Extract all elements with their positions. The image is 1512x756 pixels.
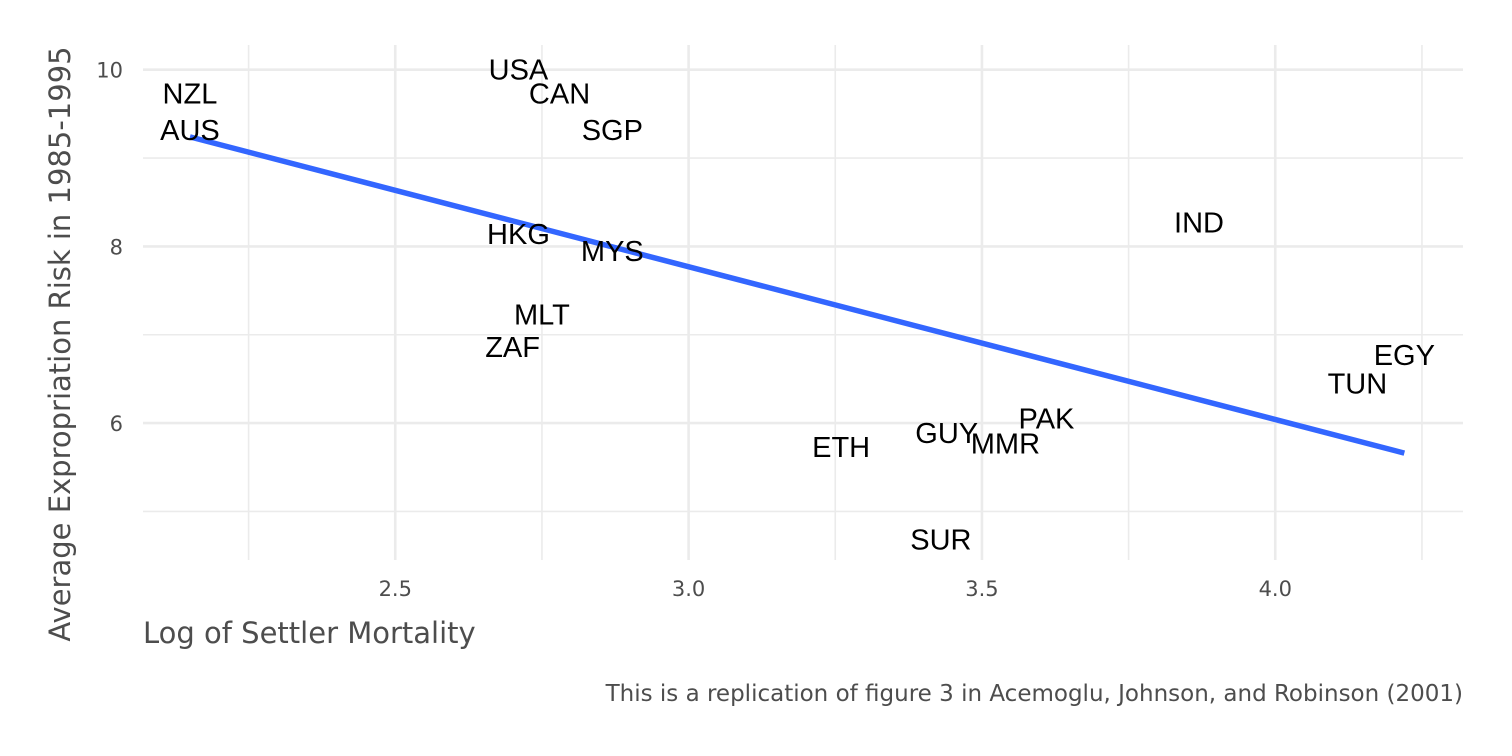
grid bbox=[143, 45, 1463, 560]
country-label-mlt: MLT bbox=[514, 299, 570, 331]
country-label-mmr: MMR bbox=[971, 428, 1040, 460]
country-label-aus: AUS bbox=[160, 115, 220, 147]
country-label-tun: TUN bbox=[1328, 368, 1388, 400]
country-label-usa: USA bbox=[489, 55, 549, 87]
x-tick-label: 3.5 bbox=[965, 577, 998, 601]
country-label-sgp: SGP bbox=[582, 115, 643, 147]
y-axis-ticks: 6 8 10 bbox=[96, 59, 123, 436]
country-label-mys: MYS bbox=[581, 236, 644, 268]
x-axis-title: Log of Settler Mortality bbox=[143, 616, 476, 650]
country-label-pak: PAK bbox=[1019, 404, 1076, 436]
country-label-can: CAN bbox=[529, 79, 590, 111]
country-label-eth: ETH bbox=[812, 432, 870, 464]
country-label-egy: EGY bbox=[1374, 340, 1435, 372]
country-label-ind: IND bbox=[1174, 208, 1224, 240]
y-tick-label: 10 bbox=[96, 59, 123, 83]
y-tick-label: 6 bbox=[110, 412, 123, 436]
country-label-hkg: HKG bbox=[487, 219, 550, 251]
x-tick-label: 2.5 bbox=[379, 577, 412, 601]
country-label-sur: SUR bbox=[910, 525, 971, 557]
country-label-guy: GUY bbox=[915, 418, 978, 450]
y-axis-title: Average Expropriation Risk in 1985-1995 bbox=[43, 46, 77, 641]
x-axis-ticks: 2.5 3.0 3.5 4.0 bbox=[379, 577, 1292, 601]
fit-line-group bbox=[189, 134, 1406, 456]
y-tick-label: 8 bbox=[110, 235, 123, 259]
x-tick-label: 3.0 bbox=[672, 577, 705, 601]
country-label-nzl: NZL bbox=[163, 79, 218, 111]
country-label-zaf: ZAF bbox=[485, 332, 540, 364]
x-tick-label: 4.0 bbox=[1259, 577, 1292, 601]
regression-line bbox=[189, 134, 1406, 456]
caption: This is a replication of figure 3 in Ace… bbox=[605, 681, 1463, 707]
